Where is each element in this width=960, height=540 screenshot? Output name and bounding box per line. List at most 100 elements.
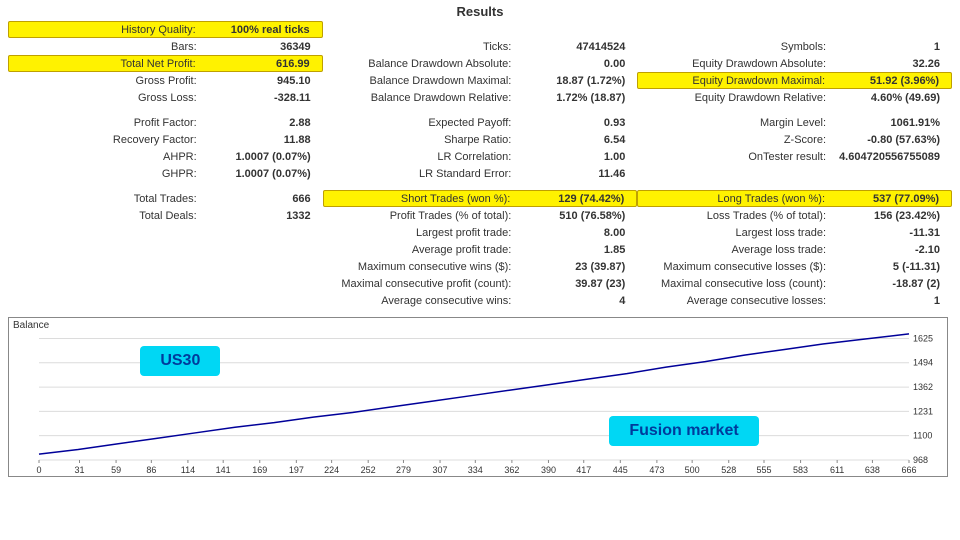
- stat-value: 1061.91%: [832, 117, 952, 129]
- stat-label: OnTester result:: [637, 151, 832, 163]
- stat-row: Average consecutive wins:4: [323, 292, 638, 309]
- svg-text:390: 390: [541, 465, 556, 475]
- stat-value: 1332: [203, 210, 323, 222]
- stat-row: OnTester result:4.604720556755089: [637, 148, 952, 165]
- stat-value: 18.87 (1.72%): [517, 75, 637, 87]
- stat-label: Ticks:: [323, 41, 518, 53]
- stat-row: Bars:36349: [8, 38, 323, 55]
- stat-value: 1.72% (18.87): [517, 92, 637, 104]
- results-col-3: Symbols:1Equity Drawdown Absolute:32.26E…: [637, 21, 952, 309]
- stat-label: Total Net Profit:: [9, 58, 202, 70]
- stat-label: Gross Profit:: [8, 75, 203, 87]
- stat-row: Maximal consecutive loss (count):-18.87 …: [637, 275, 952, 292]
- stat-label: Largest profit trade:: [323, 227, 518, 239]
- stat-label: Balance Drawdown Maximal:: [323, 75, 518, 87]
- svg-text:59: 59: [111, 465, 121, 475]
- stat-row: GHPR:1.0007 (0.07%): [8, 165, 323, 182]
- svg-text:86: 86: [146, 465, 156, 475]
- stat-row: Largest loss trade:-11.31: [637, 224, 952, 241]
- stat-value: 8.00: [517, 227, 637, 239]
- stat-value: 1: [832, 41, 952, 53]
- svg-text:31: 31: [74, 465, 84, 475]
- stat-value: 129 (74.42%): [516, 193, 636, 205]
- svg-text:1100: 1100: [913, 431, 932, 441]
- stat-label: Average loss trade:: [637, 244, 832, 256]
- stat-row: Z-Score:-0.80 (57.63%): [637, 131, 952, 148]
- stat-value: 945.10: [203, 75, 323, 87]
- stat-value: 1.0007 (0.07%): [203, 168, 323, 180]
- svg-text:224: 224: [324, 465, 339, 475]
- stat-row: Average profit trade:1.85: [323, 241, 638, 258]
- svg-text:417: 417: [576, 465, 591, 475]
- stat-value: 11.88: [203, 134, 323, 146]
- stat-row: Loss Trades (% of total):156 (23.42%): [637, 207, 952, 224]
- stat-label: LR Correlation:: [323, 151, 518, 163]
- stat-value: 616.99: [202, 58, 322, 70]
- stat-value: 0.00: [517, 58, 637, 70]
- stat-label: Equity Drawdown Absolute:: [637, 58, 832, 70]
- stat-row: Short Trades (won %):129 (74.42%): [323, 190, 638, 207]
- stat-row: LR Standard Error:11.46: [323, 165, 638, 182]
- stat-value: 36349: [203, 41, 323, 53]
- stat-label: Maximum consecutive wins ($):: [323, 261, 518, 273]
- stat-row: Maximum consecutive wins ($):23 (39.87): [323, 258, 638, 275]
- stat-label: Equity Drawdown Maximal:: [638, 75, 831, 87]
- svg-text:114: 114: [181, 465, 195, 475]
- stat-row: Profit Trades (% of total):510 (76.58%): [323, 207, 638, 224]
- stat-row: Equity Drawdown Maximal:51.92 (3.96%): [637, 72, 952, 89]
- stat-value: 32.26: [832, 58, 952, 70]
- svg-text:307: 307: [433, 465, 448, 475]
- stat-label: Balance Drawdown Relative:: [323, 92, 518, 104]
- results-col-1: History Quality:100% real ticksBars:3634…: [8, 21, 323, 309]
- stat-row: Total Deals:1332: [8, 207, 323, 224]
- stat-value: 4.60% (49.69): [832, 92, 952, 104]
- stat-row: Maximum consecutive losses ($):5 (-11.31…: [637, 258, 952, 275]
- svg-text:1362: 1362: [913, 382, 933, 392]
- stat-row: [637, 165, 952, 182]
- svg-text:555: 555: [756, 465, 771, 475]
- svg-text:473: 473: [649, 465, 664, 475]
- svg-text:583: 583: [793, 465, 808, 475]
- stat-value: 1.85: [517, 244, 637, 256]
- stat-row: History Quality:100% real ticks: [8, 21, 323, 38]
- stat-row: Expected Payoff:0.93: [323, 114, 638, 131]
- stat-label: Total Deals:: [8, 210, 203, 222]
- stat-row: Long Trades (won %):537 (77.09%): [637, 190, 952, 207]
- stat-label: Balance Drawdown Absolute:: [323, 58, 518, 70]
- svg-text:968: 968: [913, 455, 928, 465]
- stat-label: Recovery Factor:: [8, 134, 203, 146]
- svg-text:334: 334: [468, 465, 483, 475]
- stat-label: Profit Trades (% of total):: [323, 210, 518, 222]
- results-grid: History Quality:100% real ticksBars:3634…: [0, 21, 960, 309]
- stat-value: -11.31: [832, 227, 952, 239]
- stat-label: Symbols:: [637, 41, 832, 53]
- stat-label: GHPR:: [8, 168, 203, 180]
- stat-row: Total Net Profit:616.99: [8, 55, 323, 72]
- stat-value: 666: [203, 193, 323, 205]
- svg-text:445: 445: [613, 465, 628, 475]
- stat-value: 0.93: [517, 117, 637, 129]
- stat-value: 51.92 (3.96%): [831, 75, 951, 87]
- stat-label: Average consecutive losses:: [637, 295, 832, 307]
- chart-title: Balance: [13, 320, 49, 331]
- svg-text:169: 169: [252, 465, 267, 475]
- stat-row: Profit Factor:2.88: [8, 114, 323, 131]
- stat-row: Equity Drawdown Absolute:32.26: [637, 55, 952, 72]
- stat-value: 510 (76.58%): [517, 210, 637, 222]
- stat-row: Symbols:1: [637, 38, 952, 55]
- stat-value: 6.54: [517, 134, 637, 146]
- svg-text:197: 197: [289, 465, 304, 475]
- stat-label: Long Trades (won %):: [638, 193, 831, 205]
- stat-label: Maximal consecutive profit (count):: [323, 278, 518, 290]
- svg-text:141: 141: [216, 465, 231, 475]
- stat-value: -328.11: [203, 92, 323, 104]
- stat-row: Balance Drawdown Maximal:18.87 (1.72%): [323, 72, 638, 89]
- stat-label: Gross Loss:: [8, 92, 203, 104]
- svg-text:500: 500: [685, 465, 700, 475]
- stat-label: LR Standard Error:: [323, 168, 518, 180]
- stat-value: 2.88: [203, 117, 323, 129]
- stat-label: Sharpe Ratio:: [323, 134, 518, 146]
- svg-text:252: 252: [361, 465, 376, 475]
- stat-row: Largest profit trade:8.00: [323, 224, 638, 241]
- stat-value: 47414524: [517, 41, 637, 53]
